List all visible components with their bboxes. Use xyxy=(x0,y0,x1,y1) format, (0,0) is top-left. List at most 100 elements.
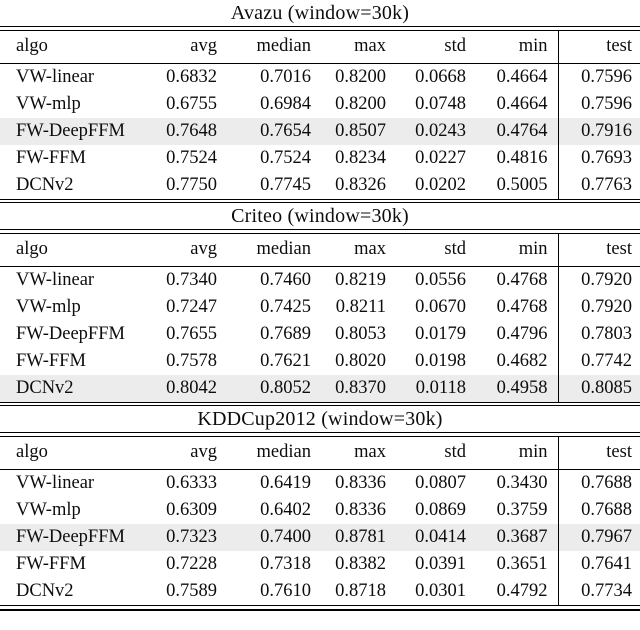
cell-max: 0.8507 xyxy=(335,120,386,141)
cell-avg: 0.7228 xyxy=(166,553,217,574)
column-header-test: test xyxy=(557,30,640,64)
cell-std: 0.0391 xyxy=(415,553,466,574)
cell-test: 0.7596 xyxy=(557,63,640,91)
cell-max: 0.8211 xyxy=(335,296,386,317)
cell-max: 0.8718 xyxy=(335,580,386,601)
cell-avg: 0.6755 xyxy=(166,93,217,114)
cell-max: 0.8020 xyxy=(335,350,386,371)
cell-median: 0.7460 xyxy=(260,269,311,290)
cell-test: 0.7734 xyxy=(557,577,640,605)
cell-avg: 0.7340 xyxy=(166,269,217,290)
cell-max: 0.8336 xyxy=(335,499,386,520)
cell-min: 0.4816 xyxy=(496,147,548,168)
cell-min: 0.4796 xyxy=(496,323,548,344)
results-table: algo avg median max std min test VW-line… xyxy=(0,436,640,605)
cell-avg: 0.7589 xyxy=(166,580,217,601)
cell-algo: DCNv2 xyxy=(16,580,74,601)
cell-median: 0.7400 xyxy=(260,526,311,547)
cell-max: 0.8336 xyxy=(335,472,386,493)
cell-max: 0.8234 xyxy=(335,147,386,168)
cell-test: 0.7688 xyxy=(557,469,640,497)
header-row: algo avg median max std min test xyxy=(0,30,640,64)
figure-bottom-rule xyxy=(0,604,640,612)
table-section-kddcup2012: KDDCup2012 (window=30k) algo avg median … xyxy=(0,406,640,612)
cell-std: 0.0198 xyxy=(415,350,466,371)
cell-algo: VW-linear xyxy=(16,66,95,87)
cell-test: 0.7920 xyxy=(557,266,640,294)
cell-median: 0.7621 xyxy=(260,350,311,371)
cell-algo: FW-DeepFFM xyxy=(16,526,125,547)
column-header-min: min xyxy=(472,233,558,267)
cell-std: 0.0227 xyxy=(415,147,466,168)
cell-avg: 0.7524 xyxy=(166,147,217,168)
cell-algo: FW-FFM xyxy=(16,350,86,371)
cell-median: 0.7318 xyxy=(260,553,311,574)
cell-avg: 0.7578 xyxy=(166,350,217,371)
cell-min: 0.4768 xyxy=(496,269,548,290)
header-row: algo avg median max std min test xyxy=(0,233,640,267)
cell-avg: 0.7247 xyxy=(166,296,217,317)
cell-std: 0.0414 xyxy=(415,526,466,547)
cell-max: 0.8326 xyxy=(335,174,386,195)
cell-algo: FW-DeepFFM xyxy=(16,323,125,344)
cell-algo: DCNv2 xyxy=(16,174,74,195)
table-row: FW-FFM 0.7524 0.7524 0.8234 0.0227 0.4816 0.76… xyxy=(0,144,640,172)
table-row: FW-DeepFFM 0.7648 0.7654 0.8507 0.0243 0.4764… xyxy=(0,117,640,145)
table-row: DCNv2 0.7750 0.7745 0.8326 0.0202 0.5005 0.776… xyxy=(0,171,640,199)
cell-median: 0.7524 xyxy=(260,147,311,168)
cell-median: 0.7745 xyxy=(260,174,311,195)
table-title: KDDCup2012 (window=30k) xyxy=(197,408,443,431)
cell-test: 0.7803 xyxy=(557,320,640,348)
table-section-criteo: Criteo (window=30k) algo avg median max … xyxy=(0,203,640,407)
cell-test: 0.7641 xyxy=(557,550,640,578)
column-header-max: max xyxy=(316,436,392,470)
cell-algo: VW-mlp xyxy=(16,296,81,317)
column-header-avg: avg xyxy=(150,436,222,470)
cell-median: 0.7610 xyxy=(260,580,311,601)
cell-max: 0.8200 xyxy=(335,93,386,114)
table-bottom-rule xyxy=(0,401,640,407)
cell-avg: 0.6832 xyxy=(166,66,217,87)
cell-avg: 0.7648 xyxy=(166,120,217,141)
table-title: Avazu (window=30k) xyxy=(230,2,410,24)
cell-test: 0.7688 xyxy=(557,496,640,524)
column-header-std: std xyxy=(392,30,472,64)
table-row: FW-DeepFFM 0.7323 0.7400 0.8781 0.0414 0.3687… xyxy=(0,523,640,551)
table-row: VW-mlp 0.7247 0.7425 0.8211 0.0670 0.4768 0.79… xyxy=(0,293,640,321)
cell-min: 0.4664 xyxy=(496,93,548,114)
cell-std: 0.0670 xyxy=(415,296,466,317)
cell-std: 0.0202 xyxy=(415,174,466,195)
cell-min: 0.5005 xyxy=(496,174,548,195)
table-row: VW-linear 0.6832 0.7016 0.8200 0.0668 0.4664 0… xyxy=(0,63,640,91)
cell-algo: VW-linear xyxy=(16,269,95,290)
cell-test: 0.7693 xyxy=(557,144,640,172)
table-bottom-rule xyxy=(0,198,640,204)
title-rule xyxy=(0,229,640,234)
cell-max: 0.8053 xyxy=(335,323,386,344)
column-header-std: std xyxy=(392,233,472,267)
column-header-avg: avg xyxy=(150,30,222,64)
cell-max: 0.8219 xyxy=(335,269,386,290)
cell-std: 0.0179 xyxy=(415,323,466,344)
column-header-min: min xyxy=(472,30,558,64)
cell-test: 0.7763 xyxy=(557,171,640,199)
cell-std: 0.0807 xyxy=(415,472,466,493)
cell-avg: 0.7323 xyxy=(166,526,217,547)
cell-max: 0.8382 xyxy=(335,553,386,574)
cell-max: 0.8781 xyxy=(335,526,386,547)
column-header-algo: algo xyxy=(0,30,150,64)
cell-median: 0.6419 xyxy=(260,472,311,493)
column-header-algo: algo xyxy=(0,436,150,470)
cell-algo: FW-FFM xyxy=(16,147,86,168)
column-header-max: max xyxy=(316,233,392,267)
cell-median: 0.6402 xyxy=(260,499,311,520)
column-header-median: median xyxy=(222,233,316,267)
results-table: algo avg median max std min test VW-line… xyxy=(0,30,640,199)
cell-min: 0.4958 xyxy=(496,377,548,398)
cell-test: 0.7596 xyxy=(557,90,640,118)
cell-min: 0.4682 xyxy=(496,350,548,371)
cell-algo: FW-DeepFFM xyxy=(16,120,125,141)
cell-std: 0.0748 xyxy=(415,93,466,114)
column-header-test: test xyxy=(557,233,640,267)
paper-results-figure: Avazu (window=30k) algo avg median max s… xyxy=(0,2,640,612)
